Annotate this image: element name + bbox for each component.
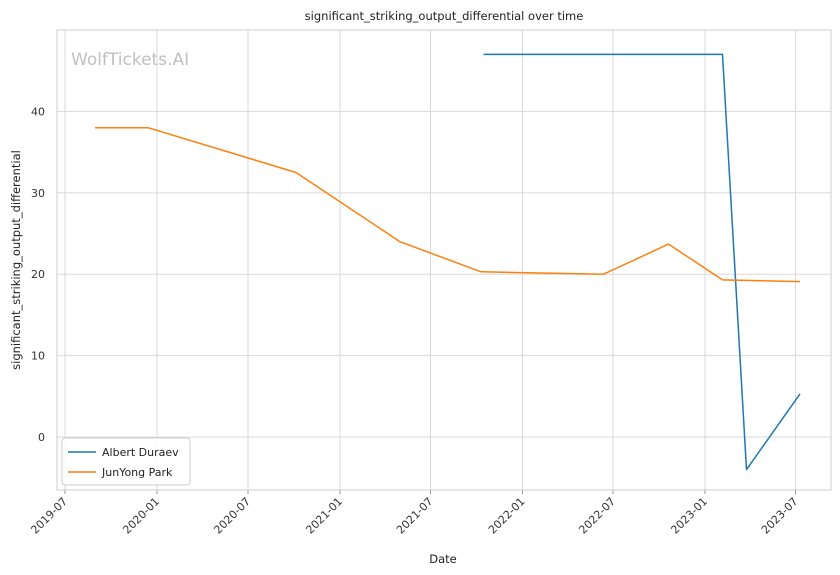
x-tick-label: 2022-07 (576, 495, 618, 537)
x-tick-label: 2023-01 (668, 495, 710, 537)
series-line-junyong-park (95, 126, 801, 283)
series-line-albert-duraev (483, 53, 801, 471)
x-tick-labels: 2019-07 2020-01 2020-07 2021-01 2021-07 2022-… (28, 495, 800, 537)
legend-label-junyong-park: JunYong Park (101, 466, 173, 479)
x-tick-label: 2023-07 (759, 495, 801, 537)
y-axis-label: significant_striking_output_differential (9, 150, 23, 370)
y-tick-label: 10 (31, 350, 45, 363)
x-tick-label: 2022-01 (486, 495, 528, 537)
x-tick-label: 2020-07 (211, 495, 253, 537)
watermark: WolfTickets.AI (71, 50, 189, 70)
plot-background (57, 30, 831, 490)
plot-frame (56, 29, 832, 491)
legend-box (61, 437, 191, 486)
series-lines (95, 53, 801, 471)
legend: Albert Duraev JunYong Park (61, 437, 191, 486)
x-tick-label: 2021-01 (303, 495, 345, 537)
legend-label-albert-duraev: Albert Duraev (102, 446, 179, 459)
y-tick-label: 0 (38, 431, 45, 444)
x-tick-label: 2021-07 (394, 495, 436, 537)
y-tick-labels: 0 10 20 30 40 (31, 105, 45, 444)
chart-title: significant_striking_output_differential… (305, 9, 584, 23)
y-tick-label: 30 (31, 187, 45, 200)
x-tick-label: 2019-07 (28, 495, 70, 537)
grid (57, 30, 831, 494)
x-axis-label: Date (429, 552, 457, 566)
y-tick-label: 20 (31, 268, 45, 281)
y-tick-label: 40 (31, 105, 45, 118)
x-tick-label: 2020-01 (120, 495, 162, 537)
